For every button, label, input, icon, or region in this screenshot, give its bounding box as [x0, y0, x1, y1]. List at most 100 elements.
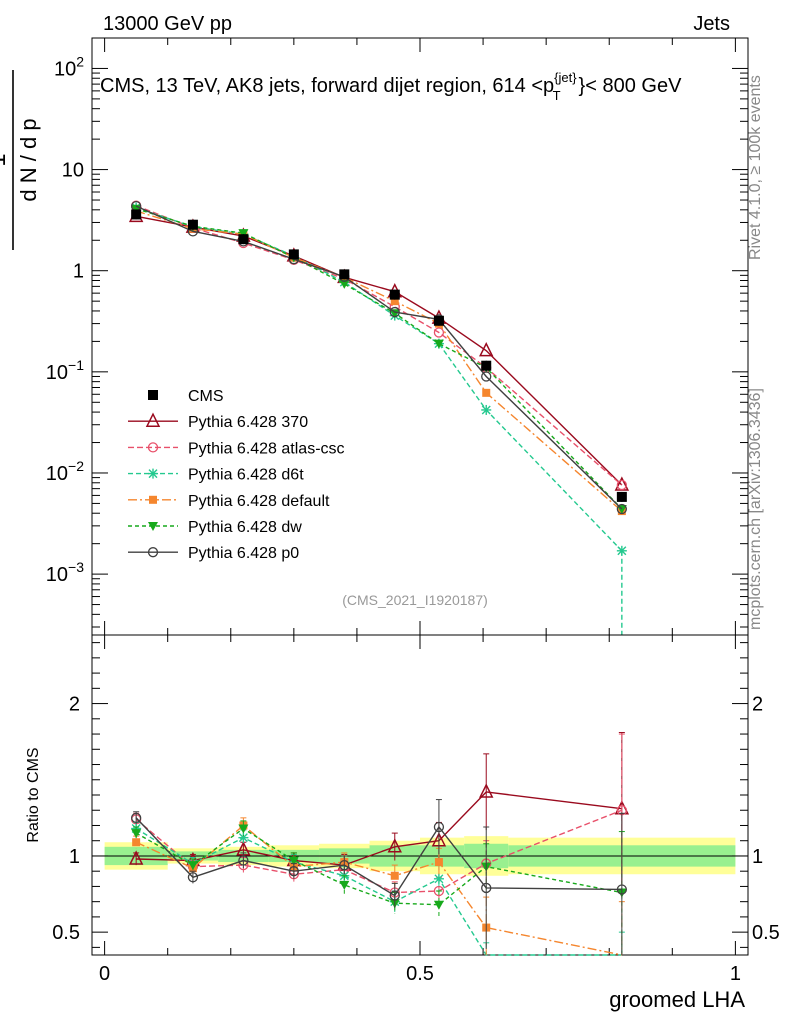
legend-item: Pythia 6.428 default: [128, 493, 330, 510]
ratio-y-tick-label: 0.5: [52, 922, 80, 944]
legend-marker-cms: [148, 390, 158, 400]
ratio-y-tick-label-right: 1: [752, 846, 763, 868]
cms-data-point: [339, 269, 350, 280]
ratio-point-p0: [616, 884, 627, 895]
legend-marker-d6t: [148, 468, 158, 479]
ratio-point-p370: [387, 838, 402, 853]
ratio-point-d6t: [433, 873, 444, 884]
analysis-label: (CMS_2021_I1920187): [342, 592, 488, 608]
y-tick-label: 10: [62, 160, 84, 182]
y-tick-label: 10−2: [46, 458, 84, 485]
cms-data-point: [131, 209, 142, 220]
legend-item: Pythia 6.428 p0: [128, 545, 299, 562]
y-label-denominator: d N / d p: [16, 118, 41, 201]
mcplots-label: mcplots.cern.ch [arXiv:1306.3436]: [747, 388, 764, 630]
y-axis-label-fraction: 1d N / d pd²N / d p dλ: [0, 70, 41, 250]
x-tick-label: 0: [99, 963, 110, 985]
cms-data-point: [187, 219, 198, 230]
main-panel: 102 10 1 10−1 10−2 10−3: [46, 37, 749, 955]
ratio-point-p370: [479, 783, 494, 798]
ratio-point-dw: [288, 856, 299, 866]
series-point-atlas: [616, 479, 627, 491]
ratio-point-p0: [131, 812, 142, 824]
y-tick-label: 10−3: [46, 559, 84, 586]
series-point-atlas: [433, 327, 445, 338]
header-left: 13000 GeV pp: [103, 13, 232, 35]
series-line-default: [135, 210, 623, 512]
legend-label: Pythia 6.428 default: [188, 493, 330, 510]
x-axis-label: groomed LHA: [609, 987, 745, 1012]
legend-label: CMS: [188, 388, 224, 405]
y-tick-label: 10−1: [46, 357, 84, 384]
plot-title: CMS, 13 TeV, AK8 jets, forward dijet reg…: [100, 70, 682, 103]
series-point-dw: [339, 279, 350, 289]
series-point-default: [390, 297, 399, 306]
rivet-version-label: Rivet 4.1.0, ≥ 100k events: [747, 75, 764, 260]
y-tick-label: 102: [54, 53, 84, 80]
legend-marker-dw: [148, 522, 158, 531]
ratio-point-dw: [187, 861, 198, 871]
x-tick-label: 0.5: [406, 963, 434, 985]
ratio-point-dw: [433, 900, 444, 910]
series-point-dw: [389, 309, 400, 319]
ratio-point-atlas: [433, 885, 445, 897]
plot-title-text: CMS, 13 TeV, AK8 jets, forward dijet reg…: [100, 75, 554, 97]
legend-item: Pythia 6.428 d6t: [128, 467, 304, 484]
legend-label: Pythia 6.428 d6t: [188, 467, 304, 484]
ratio-point-default: [434, 858, 443, 867]
legend: CMS Pythia 6.428 370 Pythia 6.428 atlas-cs…: [128, 388, 345, 562]
legend-marker-p0: [147, 547, 159, 558]
ratio-y-tick-label-right: 2: [752, 694, 763, 716]
series-point-default: [482, 388, 491, 397]
ratio-y-tick-label: 2: [69, 694, 80, 716]
ratio-point-default: [132, 838, 141, 847]
legend-item: Pythia 6.428 atlas-csc: [128, 440, 345, 457]
series-point-p370: [479, 341, 494, 357]
y-label-numerator: 1: [0, 153, 11, 166]
series-point-d6t: [481, 404, 492, 415]
ratio-panel: 0 0.5 1 0.5 0.5 1 1 2 2: [52, 634, 780, 985]
legend-label: Pythia 6.428 p0: [188, 545, 299, 562]
ratio-point-p0: [481, 882, 492, 894]
series-point-dw: [238, 229, 249, 239]
legend-marker-p370: [145, 412, 161, 427]
y-tick-label: 1: [73, 261, 84, 283]
ratio-point-p0: [433, 821, 445, 833]
ratio-point-dw: [339, 880, 350, 890]
ratio-point-p0: [389, 890, 400, 901]
ratio-point-p0: [288, 866, 299, 877]
ratio-point-dw: [238, 824, 249, 834]
legend-marker-default: [149, 495, 157, 504]
header-right: Jets: [693, 13, 730, 35]
ratio-point-d6t: [238, 832, 249, 843]
y-axis-label-main: 1d N / d pd²N / d p dλ: [0, 70, 41, 250]
ratio-point-p0: [238, 855, 249, 866]
legend-item: Pythia 6.428 dw: [128, 519, 302, 536]
legend-label: Pythia 6.428 370: [188, 414, 308, 431]
ratio-y-tick-label: 1: [69, 846, 80, 868]
series-line-dw: [135, 208, 623, 510]
series-point-p0: [616, 503, 627, 515]
ratio-frame: [91, 634, 749, 956]
cms-data-point: [288, 249, 299, 260]
ratio-point-dw: [131, 829, 142, 839]
cms-data-point: [433, 315, 444, 326]
legend-marker-atlas: [147, 442, 159, 453]
cms-data-point: [616, 491, 627, 502]
ratio-point-default: [390, 871, 399, 880]
cms-data-point: [238, 234, 249, 245]
x-tick-label: 1: [730, 963, 741, 985]
ratio-point-p0: [339, 859, 350, 871]
series-point-p0: [389, 306, 400, 318]
series-point-dw: [433, 339, 444, 349]
series-line-p0: [135, 205, 623, 510]
ratio-y-tick-label-right: 0.5: [752, 922, 780, 944]
series-line-d6t: [135, 207, 623, 552]
legend-label: Pythia 6.428 dw: [188, 519, 302, 536]
ratio-point-p0: [187, 872, 199, 883]
legend-item: CMS: [148, 388, 224, 405]
cms-data-point: [481, 360, 492, 371]
ratio-line-dw: [135, 827, 622, 906]
ratio-point-p370: [128, 850, 144, 865]
